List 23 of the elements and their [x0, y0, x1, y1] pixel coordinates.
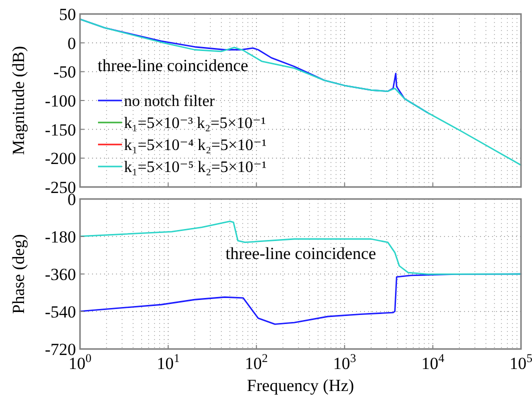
x-tick-label: 10$^{3}$ [333, 351, 356, 373]
legend-label: k₁=5×10⁻³ k₂=5×10⁻¹ [124, 115, 266, 132]
legend-label: k₁=5×10⁻⁵ k₂=5×10⁻¹ [124, 159, 267, 176]
y-tick-label: -540 [44, 302, 76, 322]
y-tick-label: 50 [59, 4, 76, 24]
y-axis-title: Phase (deg) [9, 234, 28, 314]
x-axis-title: Frequency (Hz) [246, 376, 354, 395]
x-tick-label: 10$^{4}$ [421, 351, 444, 373]
y-axis-title: Magnitude (dB) [9, 46, 28, 156]
y-tick-label: -150 [44, 120, 76, 140]
y-tick-label: -360 [44, 264, 76, 284]
annotation: three-line coincidence [98, 56, 248, 76]
y-tick-label: -200 [44, 149, 76, 168]
y-tick-label: -180 [44, 227, 76, 246]
y-tick-label: -50 [53, 62, 76, 82]
x-tick-label: 10$^{5}$ [510, 351, 532, 373]
legend-label: no notch filter [124, 93, 216, 110]
y-tick-label: -100 [44, 91, 76, 110]
annotation: three-line coincidence [226, 244, 376, 263]
x-tick-label: 10$^{1}$ [156, 351, 180, 373]
y-tick-label: 0 [68, 34, 76, 53]
legend-label: k₁=5×10⁻⁴ k₂=5×10⁻¹ [124, 137, 267, 154]
x-tick-label: 10$^{2}$ [244, 351, 268, 373]
